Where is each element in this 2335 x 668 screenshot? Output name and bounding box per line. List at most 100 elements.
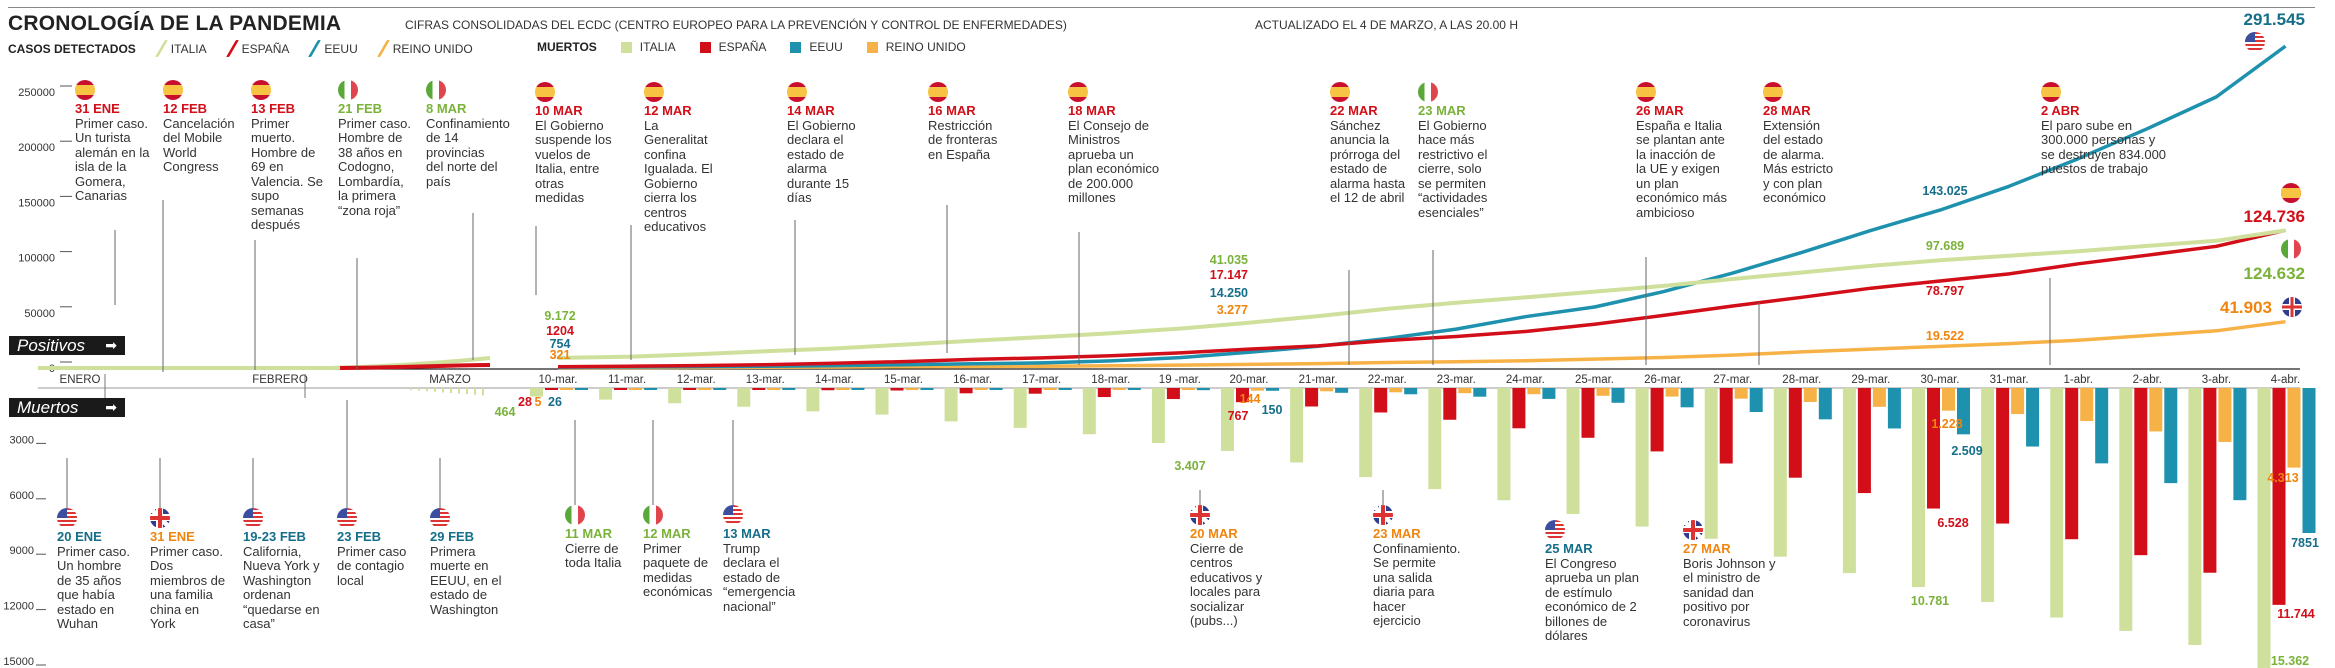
death-bar-eeuu [2026,388,2040,447]
event-date: 20 MAR [1190,526,1238,541]
death-bar-espana [1166,388,1180,400]
death-bar-espana [890,388,904,391]
death-bar-eeuu [1611,388,1625,403]
death-bar-early [458,388,460,394]
event-date: 12 FEB [163,101,208,116]
case-value-label-italia: 124.632 [2244,264,2305,283]
death-bar-early [466,388,468,395]
date-tick-label: 4-abr. [2271,374,2300,386]
death-bar-espana [2203,388,2217,573]
case-value-label-eeuu: 14.250 [1210,286,1248,300]
death-bar-espana [2272,388,2286,605]
death-bar-espana [1443,388,1457,420]
death-bar-reino_unido [2080,388,2094,422]
case-value-label-reino_unido: 41.903 [2220,298,2272,317]
death-bar-early [434,388,436,392]
case-value-label-espana: 17.147 [1210,268,1248,282]
event-text: El Gobierno declara el estado de alarma … [787,117,856,205]
flag-uk-icon [1683,520,1703,540]
death-bar-reino_unido [1596,388,1610,396]
event-annotation: 31 ENE Primer caso. Dos miembros de una … [150,508,228,632]
death-bar-eeuu [575,388,588,390]
series-line-espana [557,228,2286,369]
death-bar-italia [1704,388,1718,539]
death-bar-espana [1788,388,1802,478]
flag-es-icon [1330,82,1350,102]
death-value-label-italia: 15.362 [2271,654,2309,668]
event-annotation: 31 ENE Primer caso. Un turista alemán en… [75,80,153,204]
legend-item-reino-unido: REINO UNIDO [376,40,473,57]
death-bar-eeuu [2095,388,2109,464]
event-annotation: 20 ENE Primer caso. Un hombre de 35 años… [57,508,135,632]
event-annotation: 19-23 FEB California, Nueva York y Washi… [243,508,321,632]
death-bar-eeuu [2302,388,2316,533]
event-date: 2 ABR [2041,103,2080,118]
flag-espana-icon [2281,183,2301,203]
event-text: Primer caso. Dos miembros de una familia… [150,543,226,631]
death-bar-italia [1013,388,1027,428]
series-line-italia [557,228,2286,360]
event-date: 10 MAR [535,103,583,118]
date-tick-label: 19 -mar. [1159,374,1201,386]
event-date: 13 MAR [723,526,771,541]
source-note: CIFRAS CONSOLIDADAS DEL ECDC (CENTRO EUR… [405,18,1067,32]
death-bar-eeuu [1887,388,1901,429]
legend-item-eeuu: EEUU [307,40,358,57]
event-date: 25 MAR [1545,541,1593,556]
death-bar-reino_unido [2011,388,2025,415]
death-bar-reino_unido [560,388,573,390]
death-value-label-eeuu: 26 [548,395,562,409]
date-tick-label: 3-abr. [2202,374,2231,386]
death-bar-italia [1773,388,1787,557]
death-value-label-espana: 11.744 [2277,607,2315,621]
event-date: 8 MAR [426,101,467,116]
arrow-right-icon: ➡ [105,399,117,415]
death-value-label-italia: 10.781 [1911,594,1949,608]
event-annotation: 14 MAR El Gobierno declara el estado de … [787,82,865,206]
event-text: Sánchez anuncia la prórroga del estado d… [1330,117,1406,205]
flag-es-icon [163,80,183,100]
flag-us-icon [430,508,450,528]
flag-reino-unido-icon [2282,297,2302,317]
flag-eeuu-icon [2245,32,2265,52]
event-text: California, Nueva York y Washington orde… [243,543,320,631]
death-bar-reino_unido [1043,388,1057,390]
death-bar-reino_unido [1320,388,1334,392]
death-bar-eeuu [1818,388,1832,420]
top-rule [8,7,2315,8]
event-date: 29 FEB [430,529,475,544]
flag-es-icon [535,82,555,102]
event-text: España e Italia se plantan ante la inacc… [1636,117,1728,220]
death-bar-italia [668,388,682,404]
death-bar-italia [1497,388,1511,501]
date-tick-label: 29-mar. [1851,374,1890,386]
date-tick-label: 23-mar. [1437,374,1476,386]
y-tick-label: 6000 [10,490,34,502]
date-tick-label: 10-mar. [539,374,578,386]
date-tick-label: 1-abr. [2063,374,2092,386]
death-value-label-espana: 6.528 [1937,516,1968,530]
event-text: Cierre de toda Italia [565,540,622,570]
death-bar-early [474,388,476,395]
flag-es-icon [1068,82,1088,102]
flag-uk-icon [150,508,170,528]
event-date: 21 FEB [338,101,383,116]
arrow-right-icon: ➡ [105,337,117,353]
death-bar-espana [1097,388,1111,398]
event-annotation: 29 FEB Primera muerte en EEUU, en el est… [430,508,508,617]
death-bar-espana [1512,388,1526,429]
death-bar-italia [1981,388,1995,603]
death-bar-eeuu [1127,388,1141,390]
case-value-label-italia: 41.035 [1210,253,1248,267]
series-line-espana-early [339,363,491,370]
event-date: 11 MAR [565,526,612,541]
death-bar-espana [1581,388,1595,438]
flag-us-icon [1545,520,1565,540]
death-bar-espana [821,388,835,391]
y-tick-label: 15000 [3,656,34,668]
death-bar-reino_unido [1942,388,1955,411]
event-annotation: 23 FEB Primer caso de contagio local [337,508,415,588]
date-tick-label: 21-mar. [1299,374,1338,386]
event-text: Trump declara el estado de “emergencia n… [723,540,796,614]
death-bar-reino_unido [1181,388,1195,390]
